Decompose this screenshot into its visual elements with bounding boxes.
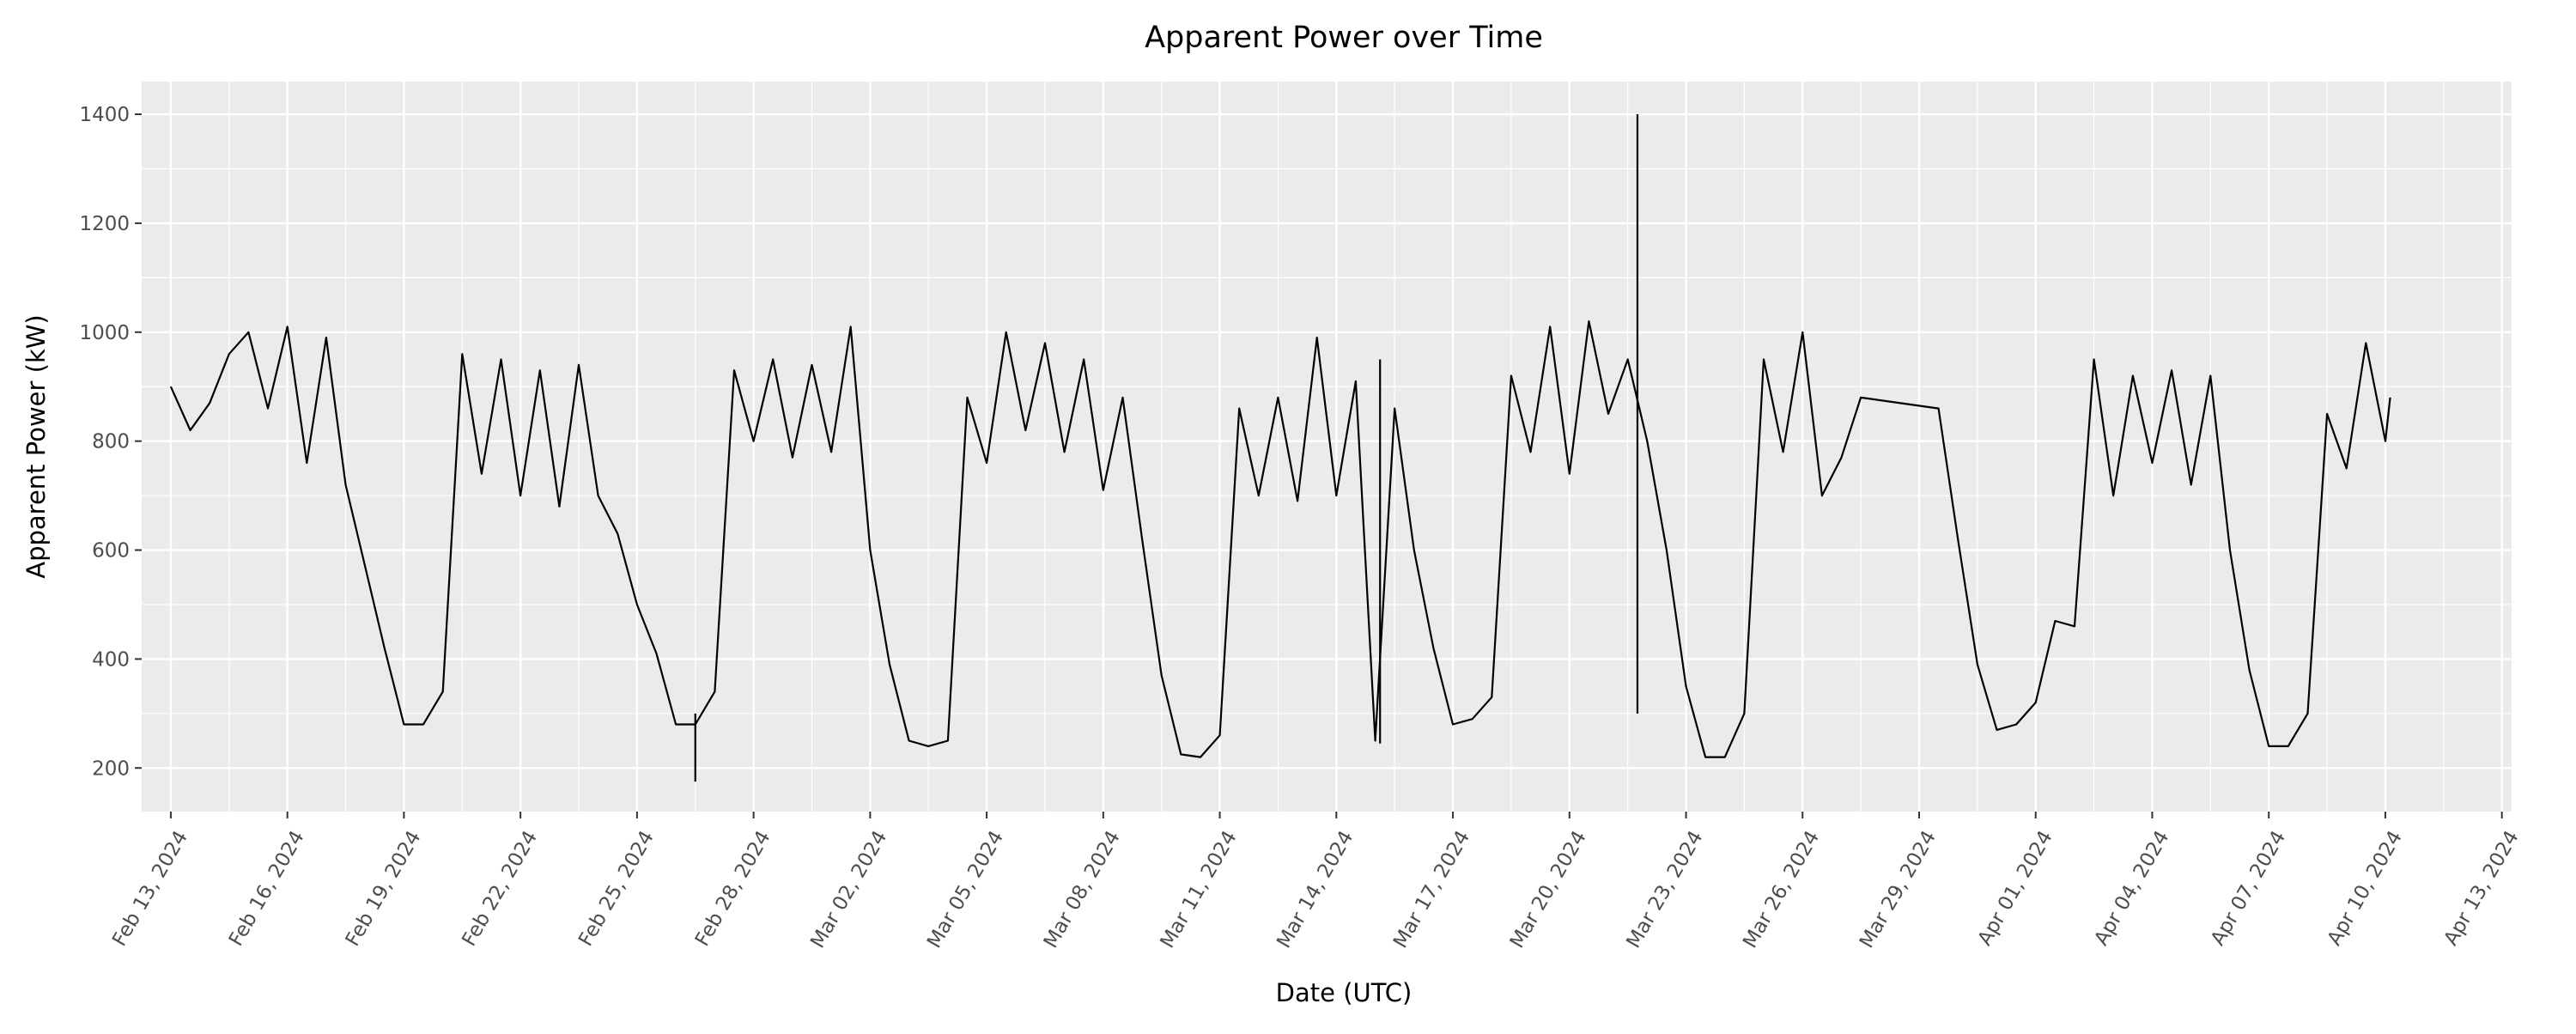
y-tick-label: 200 bbox=[92, 757, 130, 780]
y-tick-label: 1200 bbox=[79, 213, 130, 235]
y-tick-label: 1000 bbox=[79, 322, 130, 344]
y-tick-label: 400 bbox=[92, 648, 130, 671]
y-tick-label: 600 bbox=[92, 540, 130, 563]
y-tick-label: 1400 bbox=[79, 104, 130, 126]
y-axis: 200 400 600 800 1000 1200 1400 bbox=[79, 104, 142, 780]
series-line bbox=[169, 320, 2391, 758]
minor-gridlines bbox=[142, 82, 2512, 812]
y-axis-title: Apparent Power (kW) bbox=[21, 314, 51, 579]
plot-panel bbox=[142, 82, 2512, 812]
series-layer bbox=[169, 114, 2391, 782]
chart-title: Apparent Power over Time bbox=[1145, 21, 1543, 55]
x-axis-title: Date (UTC) bbox=[1276, 978, 1413, 1007]
major-gridlines bbox=[142, 82, 2512, 812]
y-tick-label: 800 bbox=[92, 431, 130, 453]
